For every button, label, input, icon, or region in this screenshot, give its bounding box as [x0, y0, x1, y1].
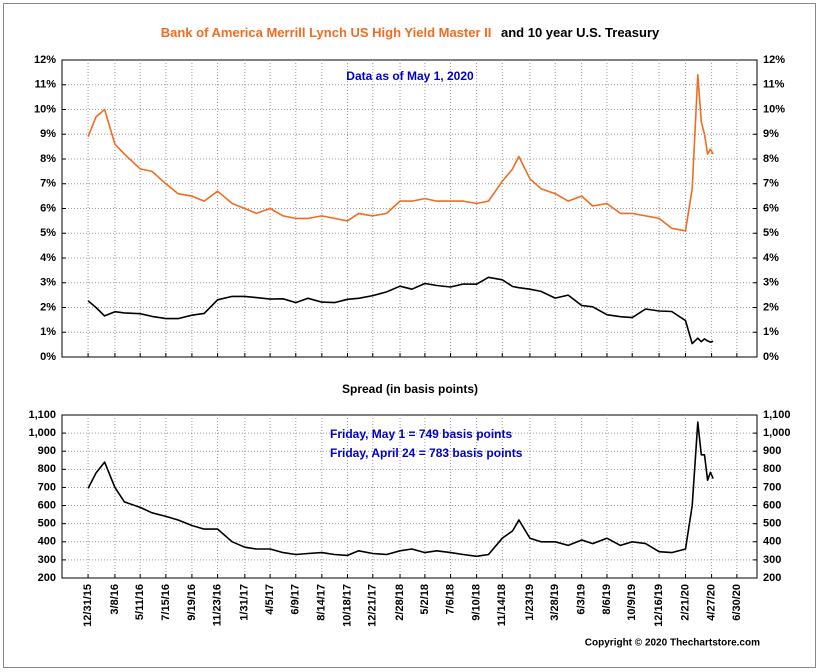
y2-tick-label: 1,000 — [763, 427, 791, 439]
x-tick-label: 3/28/19 — [549, 584, 561, 621]
annotation: Data as of May 1, 2020 — [346, 69, 474, 83]
y2-tick-label: 800 — [763, 463, 781, 475]
x-tick-label: 7/15/16 — [160, 584, 172, 621]
y-tick-label: 6% — [40, 202, 56, 214]
copyright: Copyright © 2020 Thechartstore.com — [585, 638, 760, 649]
y-tick-label: 800 — [38, 463, 56, 475]
title-part: Bank of America Merrill Lynch US High Yi… — [161, 25, 492, 40]
y-tick-label: 700 — [38, 481, 56, 493]
y2-tick-label: 10% — [763, 103, 785, 115]
y2-tick-label: 400 — [763, 536, 781, 548]
x-tick-label: 7/6/18 — [444, 584, 456, 615]
y-tick-label: 3% — [40, 277, 56, 289]
annotation: Friday, April 24 = 783 basis points — [330, 446, 523, 460]
x-tick-label: 1/31/17 — [239, 584, 251, 621]
x-tick-label: 12/16/19 — [653, 584, 665, 627]
y2-tick-label: 700 — [763, 481, 781, 493]
x-tick-label: 6/3/19 — [576, 584, 588, 615]
x-tick-label: 2/21/20 — [679, 584, 691, 621]
y-tick-label: 1,100 — [28, 409, 56, 421]
x-tick-label: 9/10/18 — [471, 584, 483, 621]
y2-tick-label: 900 — [763, 445, 781, 457]
y2-tick-label: 4% — [763, 252, 779, 264]
x-tick-label: 3/8/16 — [109, 584, 121, 615]
y2-tick-label: 300 — [763, 554, 781, 566]
y-tick-label: 300 — [38, 554, 56, 566]
y-tick-label: 9% — [40, 128, 56, 140]
title-part: and 10 year U.S. Treasury — [501, 25, 660, 40]
x-tick-label: 11/14/18 — [496, 584, 508, 626]
y-tick-label: 4% — [40, 252, 56, 264]
series-line — [87, 276, 714, 345]
x-tick-label: 2/28/18 — [394, 584, 406, 621]
y2-tick-label: 5% — [763, 227, 779, 239]
series-line — [87, 74, 714, 232]
x-tick-label: 4/5/17 — [264, 584, 276, 615]
annotation: Friday, May 1 = 749 basis points — [330, 427, 513, 441]
series-line — [87, 421, 714, 558]
y2-tick-label: 8% — [763, 153, 779, 165]
y-tick-label: 900 — [38, 445, 56, 457]
plot-area — [61, 414, 758, 579]
chart-title: Bank of America Merrill Lynch US High Yi… — [161, 25, 660, 40]
y-tick-label: 8% — [40, 153, 56, 165]
x-tick-label: 4/27/20 — [705, 584, 717, 621]
y-tick-label: 0% — [40, 351, 56, 363]
y2-tick-label: 12% — [763, 54, 785, 66]
x-tick-label: 6/30/20 — [731, 584, 743, 621]
y-tick-label: 200 — [38, 572, 56, 584]
y-tick-label: 11% — [35, 79, 57, 91]
x-tick-label: 10/18/17 — [341, 584, 353, 627]
y2-tick-label: 500 — [763, 518, 781, 530]
panel-title: Spread (in basis points) — [342, 382, 478, 396]
x-tick-label: 12/31/15 — [82, 584, 94, 627]
y-tick-label: 400 — [38, 536, 56, 548]
y2-tick-label: 11% — [763, 79, 785, 91]
y2-tick-label: 600 — [763, 499, 781, 511]
x-tick-label: 9/19/16 — [186, 584, 198, 621]
y-tick-label: 12% — [34, 54, 56, 66]
x-tick-label: 12/21/17 — [367, 584, 379, 627]
x-tick-label: 11/23/16 — [211, 584, 223, 626]
y2-tick-label: 1,100 — [763, 409, 791, 421]
y2-tick-label: 0% — [763, 351, 779, 363]
y-tick-label: 10% — [34, 103, 56, 115]
y-tick-label: 1% — [40, 326, 56, 338]
y2-tick-label: 6% — [763, 202, 779, 214]
y2-tick-label: 3% — [763, 277, 779, 289]
y2-tick-label: 200 — [763, 572, 781, 584]
y-tick-label: 5% — [40, 227, 56, 239]
y-tick-label: 600 — [38, 499, 56, 511]
x-tick-label: 8/14/17 — [316, 584, 328, 621]
x-tick-label: 8/6/19 — [601, 584, 613, 615]
y2-tick-label: 2% — [763, 301, 779, 313]
x-tick-label: 5/2/18 — [419, 584, 431, 615]
y-tick-label: 2% — [40, 301, 56, 313]
y-tick-label: 7% — [40, 178, 56, 190]
x-tick-label: 1/23/19 — [524, 584, 536, 621]
y-tick-label: 500 — [38, 518, 56, 530]
y-tick-label: 1,000 — [28, 427, 56, 439]
x-tick-label: 5/11/16 — [134, 584, 146, 620]
y2-tick-label: 9% — [763, 128, 779, 140]
x-tick-label: 6/9/17 — [290, 584, 302, 615]
y2-tick-label: 7% — [763, 178, 779, 190]
y2-tick-label: 1% — [763, 326, 779, 338]
x-tick-label: 10/9/19 — [626, 584, 638, 621]
